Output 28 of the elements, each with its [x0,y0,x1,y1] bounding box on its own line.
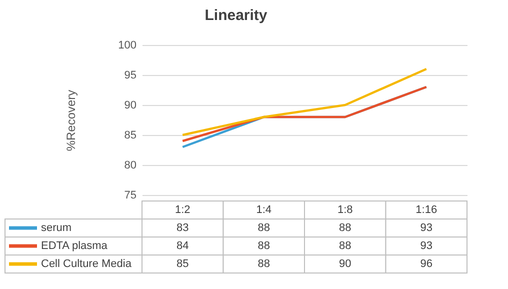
x-tick-label: 1:16 [416,204,438,216]
data-label: 88 [339,222,352,234]
y-tick-label: 85 [124,130,136,142]
data-label: 84 [176,240,189,252]
y-tick-label: 75 [124,190,136,202]
y-tick-label: 100 [118,40,136,52]
legend-label: EDTA plasma [41,240,108,252]
y-axis-title: %Recovery [64,90,78,152]
chart-title: Linearity [204,7,268,24]
y-tick-label: 95 [124,70,136,82]
data-label: 88 [339,240,352,252]
y-tick-label: 90 [124,100,136,112]
data-label: 90 [339,258,352,270]
x-tick-label: 1:8 [337,204,353,216]
data-label: 93 [420,240,432,252]
data-label: 88 [258,240,270,252]
data-label: 93 [420,222,432,234]
data-label: 96 [420,258,432,270]
legend-label: serum [41,222,72,234]
y-tick-label: 80 [124,160,136,172]
x-tick-label: 1:4 [256,204,272,216]
line-series [182,68,428,136]
data-label: 83 [176,222,189,234]
data-label: 88 [258,222,270,234]
data-label: 85 [176,258,189,270]
legend-label: Cell Culture Media [41,258,132,270]
x-tick-label: 1:2 [174,204,190,216]
data-label: 88 [258,258,270,270]
